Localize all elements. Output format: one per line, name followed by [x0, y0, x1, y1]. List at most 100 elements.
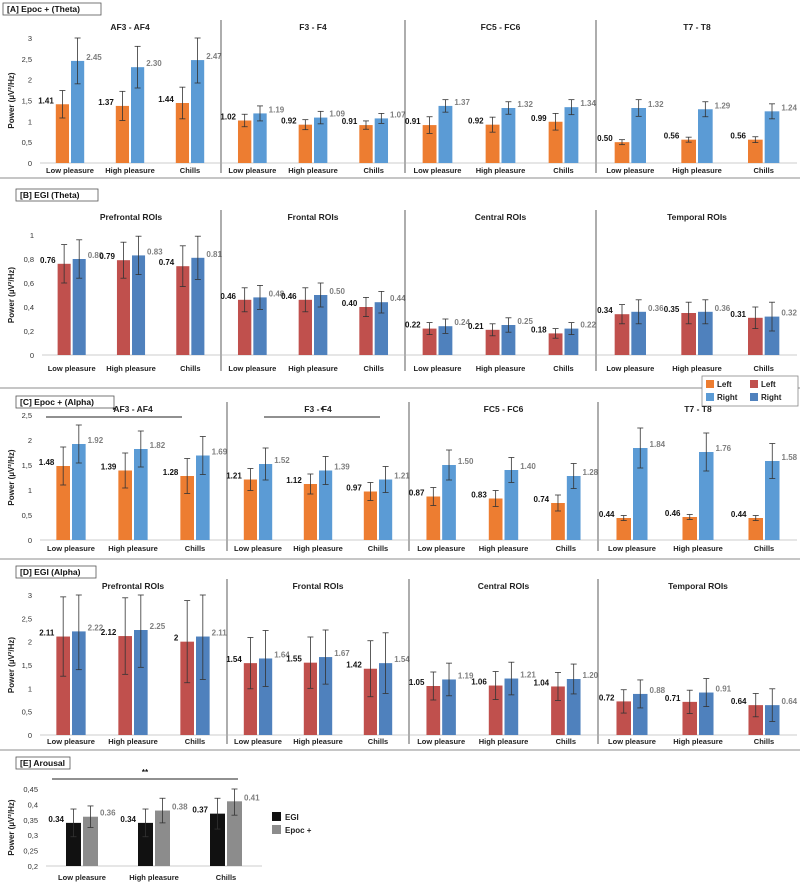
x-category-label: Chills — [754, 737, 774, 746]
x-category-label: Chills — [553, 364, 573, 373]
x-category-label: Chills — [363, 364, 383, 373]
x-category-label: High pleasure — [476, 166, 526, 175]
data-label-left: 0.72 — [599, 693, 615, 702]
subplot-title: F3 - F4 — [304, 404, 332, 414]
subplot-title: Temporal ROIs — [668, 581, 728, 591]
bar-right — [259, 464, 273, 540]
data-label-left: 0.35 — [664, 305, 680, 314]
subplot-title: AF3 - AF4 — [110, 22, 150, 32]
data-label-left: 1.48 — [39, 458, 55, 467]
data-label-right: 1.39 — [334, 463, 350, 472]
panel-c: [C] Epoc + (Alpha) — [0, 395, 800, 560]
data-label-right: 2.11 — [212, 629, 228, 638]
bar-left — [116, 260, 130, 355]
bar-egi — [210, 813, 225, 866]
subplot-title: F3 - F4 — [299, 22, 327, 32]
bar-epoc — [155, 810, 170, 866]
data-label-left: 0.44 — [731, 510, 747, 519]
bar-left — [55, 104, 69, 163]
y-tick-label: 1 — [28, 684, 32, 693]
x-category-label: Chills — [553, 166, 573, 175]
bar-right — [564, 107, 579, 163]
data-label-right: 1.64 — [274, 650, 290, 659]
bar-right — [319, 657, 333, 735]
subplot-title: Frontal ROIs — [287, 212, 338, 222]
data-label-left: 2.11 — [39, 629, 55, 638]
x-category-label: Chills — [556, 737, 576, 746]
bar-left — [748, 139, 763, 163]
bar-left — [115, 105, 129, 163]
data-label-right: 1.21 — [520, 671, 536, 680]
bar-right — [72, 631, 86, 735]
bar-left — [243, 663, 257, 735]
bar-left — [363, 668, 377, 735]
panel-d-label: [D] EGI (Alpha) — [20, 567, 81, 577]
legend-epoc-text: Epoc + — [285, 826, 312, 835]
data-label-left: 0.71 — [665, 694, 681, 703]
x-category-label: High pleasure — [288, 166, 338, 175]
data-label-left: 0.31 — [730, 310, 746, 319]
data-label-left: 1.28 — [163, 468, 179, 477]
bar-right — [374, 118, 389, 163]
y-axis-label: Power (µV²/Hz) — [7, 449, 16, 506]
bar-right — [72, 444, 86, 540]
bar-right — [631, 108, 646, 163]
y-tick-label: 1,5 — [22, 661, 32, 670]
x-category-label: Chills — [368, 544, 388, 553]
bar-left — [303, 662, 317, 735]
x-category-label: High pleasure — [108, 544, 158, 553]
y-tick-label: 0,2 — [28, 862, 38, 871]
bar-epoc — [83, 816, 98, 866]
bar-left — [422, 328, 437, 355]
bar-right — [442, 465, 456, 540]
data-label-right: 1.34 — [580, 99, 596, 108]
data-label-left: 1.04 — [534, 678, 550, 687]
data-label-right: 0.48 — [269, 289, 285, 298]
bar-right — [196, 455, 210, 540]
x-category-label: Low pleasure — [417, 737, 465, 746]
y-tick-label: 1 — [28, 486, 32, 495]
y-tick-label: 1,5 — [22, 97, 32, 106]
bar-right — [191, 257, 205, 355]
data-label-left: 0.56 — [730, 132, 746, 141]
data-label-right: 1.21 — [394, 472, 410, 481]
y-tick-label: 2,5 — [22, 411, 32, 420]
bar-left — [56, 636, 70, 735]
data-label-right: 2.25 — [150, 622, 166, 631]
y-tick-label: 3 — [28, 34, 32, 43]
significance-marker: * — [112, 406, 116, 415]
data-label-right: 1.24 — [781, 103, 797, 112]
y-tick-label: 0 — [30, 351, 34, 360]
y-tick-label: 0,5 — [22, 708, 32, 717]
bar-right — [699, 692, 714, 735]
y-tick-label: 0,25 — [23, 847, 38, 856]
x-category-label: Low pleasure — [228, 166, 276, 175]
y-tick-label: 3 — [28, 591, 32, 600]
bar-left — [748, 705, 763, 735]
bar-right — [374, 302, 389, 355]
data-label-right: 1.69 — [212, 448, 228, 457]
legend-epoc-right-swatch — [706, 393, 714, 401]
y-tick-label: 0,5 — [22, 138, 32, 147]
data-label-left: 0.97 — [346, 484, 362, 493]
bar-left — [485, 124, 500, 163]
bar-left — [359, 125, 373, 163]
data-label-right: 0.80 — [88, 251, 104, 260]
x-category-label: Chills — [216, 873, 236, 882]
data-label-left: 1.44 — [158, 95, 174, 104]
subplot-title: T7 - T8 — [684, 404, 712, 414]
data-label-left: 0.74 — [534, 495, 550, 504]
x-category-label: Low pleasure — [228, 364, 276, 373]
bar-right — [501, 108, 516, 163]
legend-egi-text: EGI — [285, 813, 299, 822]
data-label-left: 0.21 — [468, 322, 484, 331]
bar-right — [765, 461, 780, 540]
bar-right — [319, 470, 333, 540]
data-label-right: 1.84 — [650, 440, 666, 449]
data-label-right: 0.64 — [782, 697, 798, 706]
bar-right — [764, 316, 780, 355]
y-tick-label: 1 — [30, 231, 34, 240]
y-tick-label: 2 — [28, 638, 32, 647]
subplot-title: FC5 - FC6 — [484, 404, 524, 414]
data-label-left: 1.41 — [38, 96, 54, 105]
